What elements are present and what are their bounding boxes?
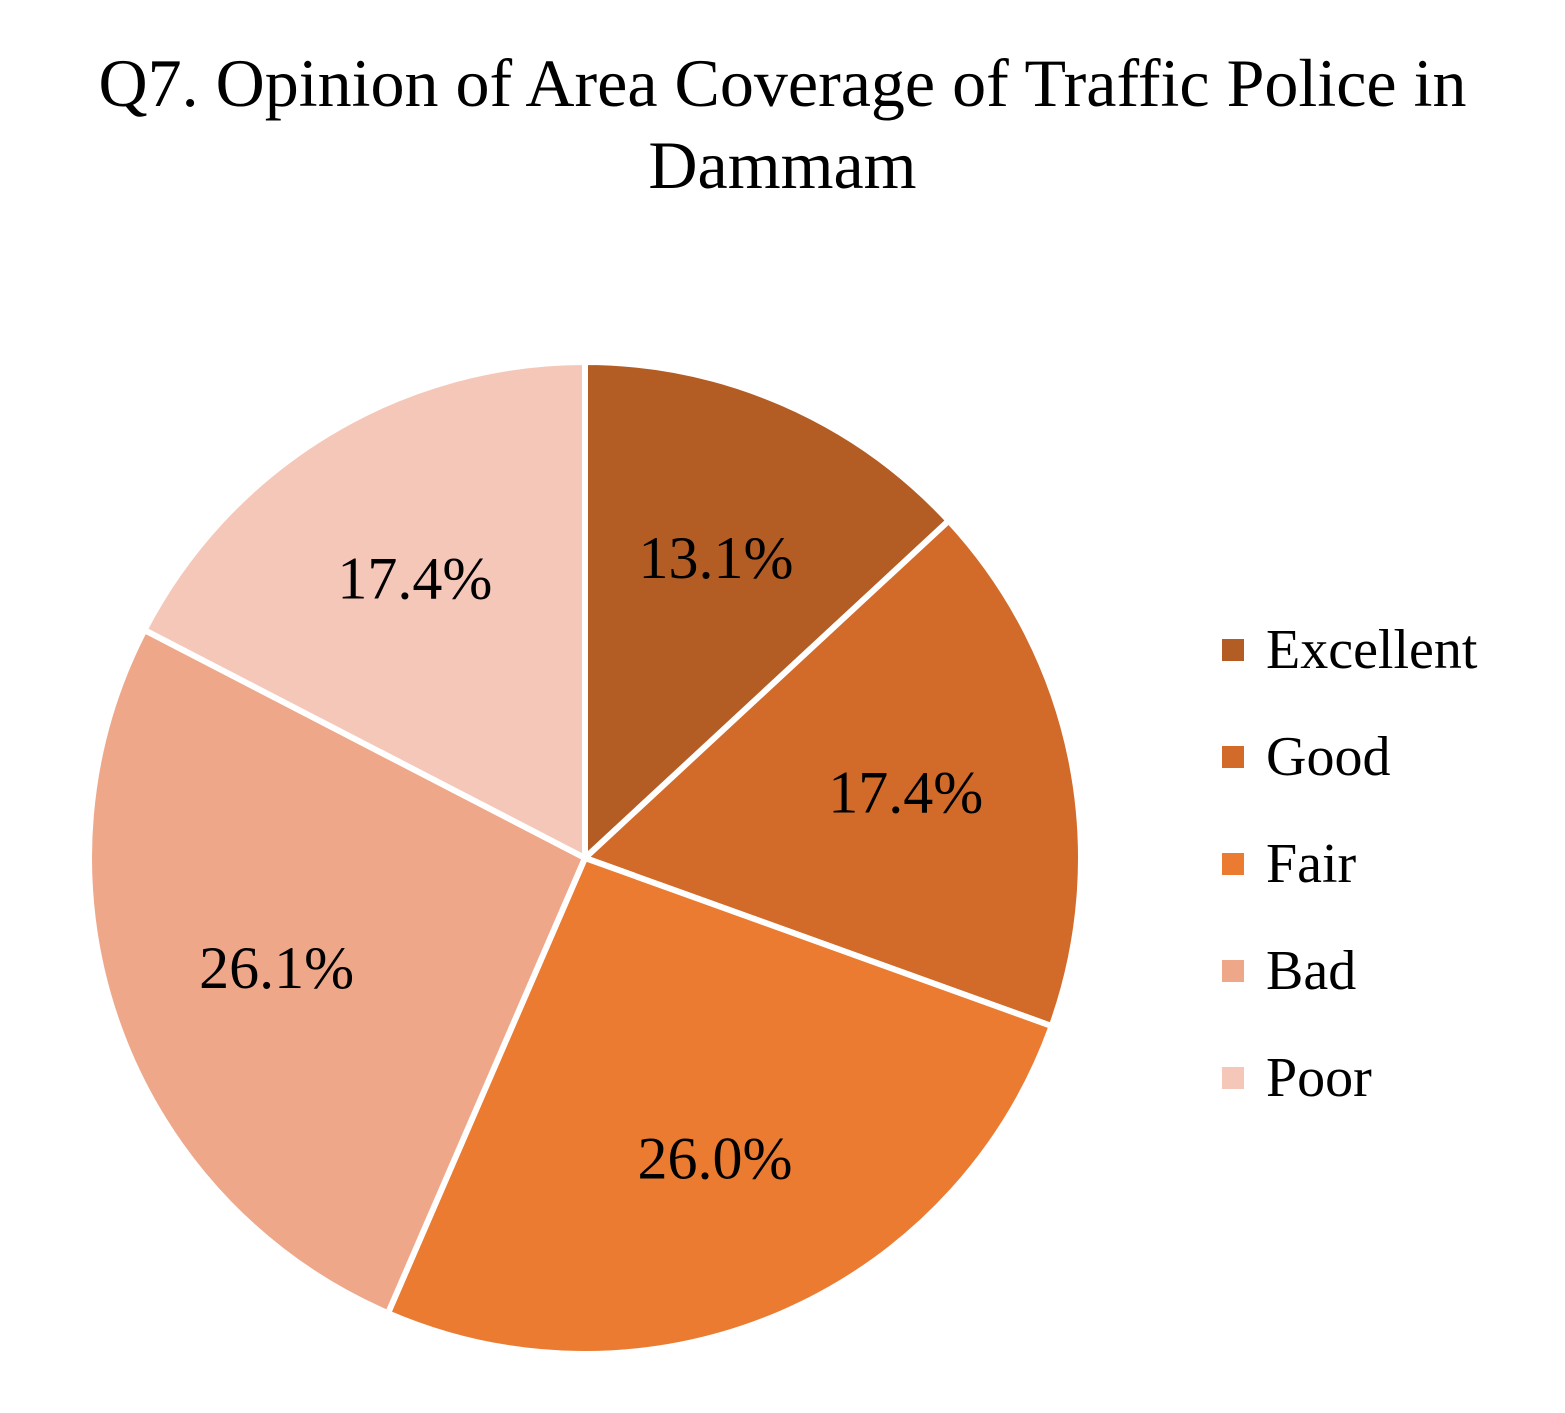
chart-title-line-2: Dammam xyxy=(648,127,917,203)
pie-slice-excellent xyxy=(582,359,952,861)
legend-item-good: Good xyxy=(1222,703,1477,810)
legend-swatch-good xyxy=(1222,745,1244,768)
legend-item-excellent: Excellent xyxy=(1222,596,1477,703)
chart-legend: Excellent Good Fair Bad Poor xyxy=(1222,596,1477,1131)
chart-title: Q7. Opinion of Area Coverage of Traffic … xyxy=(0,42,1565,206)
legend-label-bad: Bad xyxy=(1266,939,1357,1002)
legend-swatch-bad xyxy=(1222,959,1244,982)
legend-label-excellent: Excellent xyxy=(1266,618,1478,681)
legend-item-poor: Poor xyxy=(1222,1024,1477,1131)
legend-swatch-fair xyxy=(1222,852,1244,875)
pie-data-labels: 13.1% 17.4% 26.0% 26.1% 17.4% xyxy=(199,525,983,1191)
pie-slices xyxy=(86,359,1084,1358)
legend-label-poor: Poor xyxy=(1266,1046,1372,1109)
legend-label-good: Good xyxy=(1266,725,1391,788)
pie-slice-bad xyxy=(86,627,588,1317)
legend-item-fair: Fair xyxy=(1222,810,1477,917)
pie-slice-fair xyxy=(385,855,1055,1358)
data-label-excellent: 13.1% xyxy=(638,525,793,591)
data-label-bad: 26.1% xyxy=(199,935,354,1001)
legend-item-bad: Bad xyxy=(1222,917,1477,1024)
legend-label-fair: Fair xyxy=(1266,832,1357,895)
data-label-poor: 17.4% xyxy=(337,545,492,611)
legend-swatch-excellent xyxy=(1222,638,1244,661)
legend-swatch-poor xyxy=(1222,1066,1244,1089)
pie-slice-poor xyxy=(141,359,588,861)
chart-title-line-1: Q7. Opinion of Area Coverage of Traffic … xyxy=(98,45,1467,121)
data-label-good: 17.4% xyxy=(828,760,983,826)
data-label-fair: 26.0% xyxy=(638,1125,793,1191)
